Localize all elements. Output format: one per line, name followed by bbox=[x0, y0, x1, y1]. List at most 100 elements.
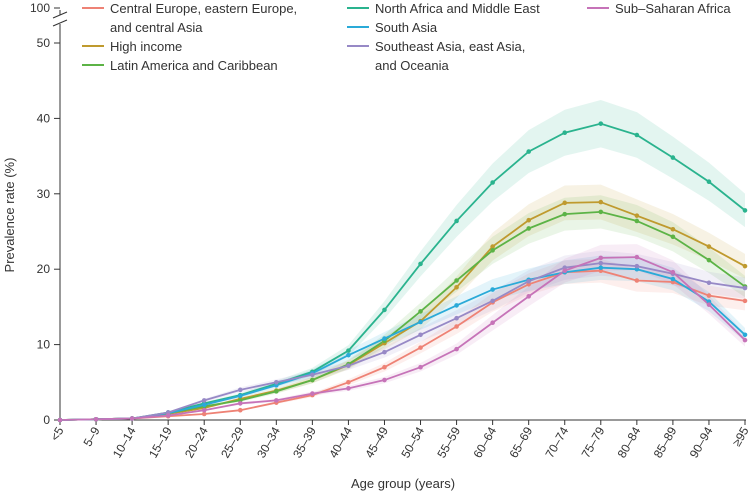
data-point-2-7 bbox=[310, 377, 315, 383]
data-point-0-4 bbox=[201, 411, 207, 417]
data-point-5-8 bbox=[346, 363, 351, 369]
data-point-5-9 bbox=[382, 349, 387, 355]
y-axis-break-gap bbox=[52, 15, 68, 24]
y-tick-label-20: 20 bbox=[37, 262, 51, 276]
data-point-4-10 bbox=[418, 319, 423, 325]
x-tick-label-14: 70–74 bbox=[543, 424, 572, 460]
data-point-5-6 bbox=[274, 380, 279, 385]
data-point-6-18 bbox=[706, 302, 712, 307]
series-line-5 bbox=[59, 262, 746, 421]
x-tick-label-7: 35–39 bbox=[290, 424, 319, 460]
data-point-0-8 bbox=[346, 380, 351, 385]
data-point-6-1 bbox=[93, 416, 99, 422]
data-point-0-9 bbox=[382, 364, 387, 370]
y-tick-label-40: 40 bbox=[37, 111, 51, 125]
data-point-0-18 bbox=[706, 293, 712, 298]
data-point-2-13 bbox=[526, 226, 531, 231]
data-point-3-19 bbox=[742, 208, 748, 213]
data-point-3-10 bbox=[418, 261, 423, 267]
data-point-2-16 bbox=[634, 218, 640, 224]
x-tick-label-3: 15–19 bbox=[146, 424, 175, 460]
data-point-3-18 bbox=[706, 179, 712, 185]
x-tick-label-13: 65–69 bbox=[506, 424, 535, 460]
data-point-6-4 bbox=[201, 407, 207, 413]
legend-label-3-0: North Africa and Middle East bbox=[375, 1, 540, 16]
legend-label-5-1: and Oceania bbox=[375, 58, 449, 73]
data-point-3-14 bbox=[562, 130, 568, 136]
legend-label-5-0: Southeast Asia, east Asia, bbox=[375, 39, 525, 54]
data-point-5-19 bbox=[742, 285, 748, 291]
data-point-5-10 bbox=[418, 332, 423, 338]
data-point-2-12 bbox=[490, 248, 495, 253]
data-point-1-11 bbox=[454, 284, 459, 290]
data-point-4-15 bbox=[598, 265, 604, 270]
data-point-6-13 bbox=[526, 294, 531, 299]
data-point-3-12 bbox=[490, 180, 495, 185]
x-tick-label-18: 90–94 bbox=[687, 424, 716, 460]
data-point-6-11 bbox=[454, 346, 459, 352]
data-point-5-12 bbox=[490, 298, 495, 304]
y-tick-label-30: 30 bbox=[37, 187, 51, 201]
data-point-5-13 bbox=[526, 278, 531, 284]
legend-label-0-0: Central Europe, eastern Europe, bbox=[110, 1, 297, 16]
x-tick-label-17: 85–89 bbox=[651, 424, 680, 460]
series-lines bbox=[59, 122, 746, 421]
data-point-1-16 bbox=[634, 213, 640, 218]
legend: Central Europe, eastern Europe, and centr… bbox=[82, 1, 731, 73]
legend-label-6-0: Sub–Saharan Africa bbox=[615, 1, 731, 16]
data-point-5-11 bbox=[454, 315, 459, 321]
x-tick-label-12: 60–64 bbox=[470, 424, 499, 460]
data-point-1-14 bbox=[562, 200, 568, 206]
data-point-6-7 bbox=[310, 391, 315, 396]
data-point-2-14 bbox=[562, 211, 568, 217]
data-point-6-8 bbox=[346, 386, 351, 391]
data-point-1-18 bbox=[706, 244, 712, 249]
data-point-3-9 bbox=[382, 307, 387, 313]
x-tick-label-5: 25–29 bbox=[218, 424, 247, 460]
data-point-2-11 bbox=[454, 278, 459, 283]
data-point-0-16 bbox=[634, 278, 640, 283]
y-axis-break-mark-bottom bbox=[52, 19, 68, 27]
data-point-5-5 bbox=[237, 387, 243, 393]
x-tick-label-8: 40–44 bbox=[326, 424, 355, 460]
data-point-0-5 bbox=[237, 407, 243, 413]
data-point-3-15 bbox=[598, 121, 604, 126]
data-point-1-15 bbox=[598, 199, 604, 205]
data-point-4-9 bbox=[382, 336, 387, 341]
data-point-6-14 bbox=[562, 268, 568, 274]
x-tick-label-1: 5–9 bbox=[81, 424, 103, 449]
series-line-0 bbox=[59, 269, 746, 421]
x-tick-label-9: 45–49 bbox=[362, 424, 391, 460]
uncertainty-band-4 bbox=[60, 255, 745, 420]
x-tick-label-16: 80–84 bbox=[615, 424, 644, 460]
x-axis-title: Age group (years) bbox=[351, 476, 455, 491]
y-tick-label-100: 100 bbox=[30, 1, 50, 15]
data-point-4-12 bbox=[490, 287, 495, 292]
y-tick-label-50: 50 bbox=[37, 36, 51, 50]
data-point-6-5 bbox=[237, 401, 243, 406]
data-point-5-16 bbox=[634, 263, 640, 269]
data-point-6-16 bbox=[634, 254, 640, 260]
legend-label-4-0: South Asia bbox=[375, 20, 438, 35]
data-point-2-15 bbox=[598, 209, 604, 215]
uncertainty-band-2 bbox=[60, 195, 745, 420]
data-point-5-7 bbox=[310, 372, 315, 378]
data-point-1-17 bbox=[670, 226, 676, 232]
series-points bbox=[57, 121, 748, 423]
data-point-6-10 bbox=[418, 364, 423, 370]
x-tick-label-15: 75–79 bbox=[579, 424, 608, 460]
data-point-6-17 bbox=[670, 269, 676, 275]
data-point-0-11 bbox=[454, 324, 459, 329]
data-point-3-16 bbox=[634, 132, 640, 138]
data-point-6-19 bbox=[742, 337, 748, 343]
data-point-2-17 bbox=[670, 234, 676, 240]
data-point-4-19 bbox=[742, 332, 748, 338]
data-point-5-4 bbox=[201, 398, 207, 403]
data-point-3-17 bbox=[670, 155, 676, 160]
data-point-6-12 bbox=[490, 320, 495, 326]
data-point-2-18 bbox=[706, 257, 712, 263]
series-line-6 bbox=[59, 256, 746, 421]
data-point-3-8 bbox=[346, 348, 351, 353]
series-line-4 bbox=[59, 266, 746, 421]
